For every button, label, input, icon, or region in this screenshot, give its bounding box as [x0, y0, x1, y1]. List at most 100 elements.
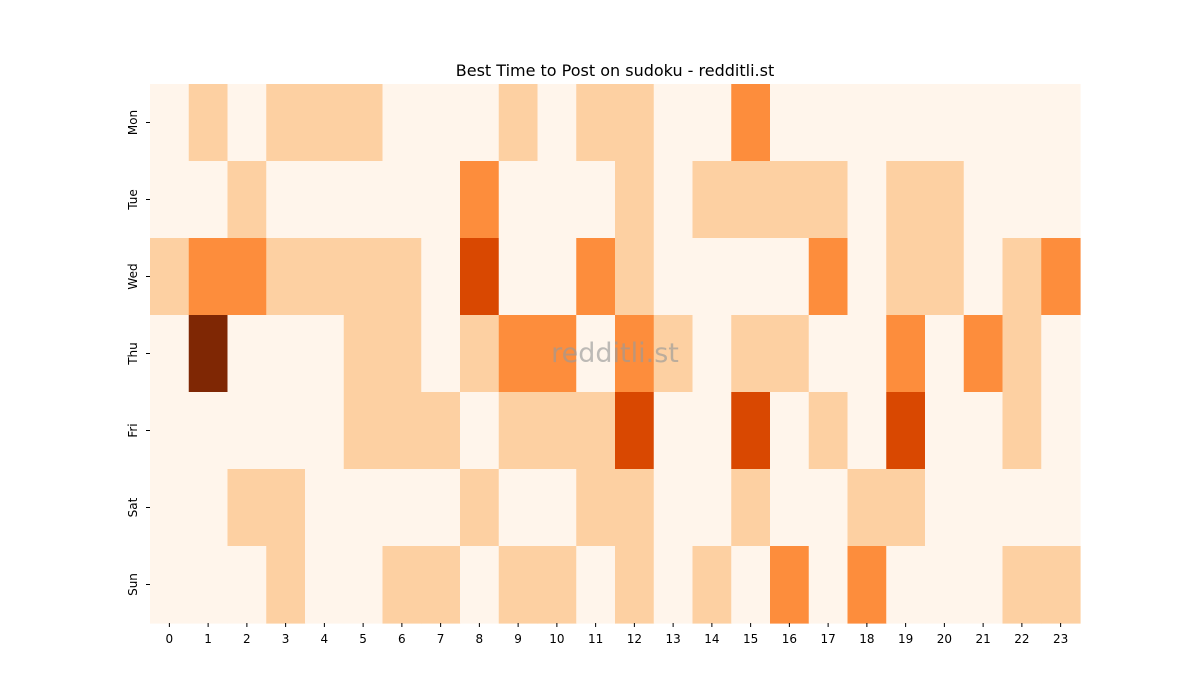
heatmap-cell-sun-10 [537, 546, 577, 624]
heatmap-cell-fri-19 [886, 392, 926, 470]
heatmap-cell-mon-16 [770, 84, 810, 162]
heatmap-cell-tue-12 [615, 161, 655, 239]
y-tick-label: Sat [126, 497, 140, 517]
heatmap-cell-tue-7 [421, 161, 461, 239]
heatmap-cell-thu-18 [847, 315, 887, 393]
heatmap-cell-fri-12 [615, 392, 655, 470]
heatmap-cell-fri-0 [150, 392, 190, 470]
heatmap-cell-tue-21 [963, 161, 1004, 239]
heatmap-cell-mon-22 [1002, 84, 1042, 162]
heatmap-cell-wed-10 [537, 238, 577, 316]
heatmap-cell-tue-4 [305, 161, 345, 239]
x-tick-label: 20 [937, 632, 952, 646]
heatmap-cell-tue-20 [925, 161, 965, 239]
x-tick-label: 16 [782, 632, 797, 646]
heatmap-cell-mon-0 [150, 84, 190, 162]
heatmap-cell-wed-3 [266, 238, 306, 316]
heatmap-cell-mon-20 [925, 84, 965, 162]
y-tick-label: Fri [126, 423, 140, 437]
heatmap-cell-thu-6 [382, 315, 422, 393]
x-tick-label: 23 [1053, 632, 1068, 646]
heatmap-cell-thu-14 [692, 315, 732, 393]
x-tick-label: 13 [665, 632, 680, 646]
heatmap-cell-mon-11 [576, 84, 616, 162]
heatmap-cell-sat-17 [808, 469, 849, 547]
heatmap-cell-sat-0 [150, 469, 190, 547]
heatmap-cell-mon-10 [537, 84, 577, 162]
heatmap-cell-tue-9 [498, 161, 539, 239]
heatmap-cell-wed-23 [1041, 238, 1081, 316]
heatmap-cell-sat-22 [1002, 469, 1042, 547]
x-tick-label: 6 [398, 632, 406, 646]
heatmap-cell-sun-5 [343, 546, 384, 624]
heatmap-cell-tue-19 [886, 161, 926, 239]
heatmap-cell-fri-2 [227, 392, 267, 470]
heatmap-cell-tue-8 [460, 161, 500, 239]
x-tick-label: 22 [1014, 632, 1029, 646]
x-tick-label: 10 [549, 632, 564, 646]
y-tick-label: Tue [126, 189, 140, 211]
heatmap-cell-wed-4 [305, 238, 345, 316]
heatmap-cell-sun-15 [731, 546, 771, 624]
heatmap-cell-tue-10 [537, 161, 577, 239]
heatmap-cell-wed-11 [576, 238, 616, 316]
heatmap-cell-thu-21 [963, 315, 1004, 393]
heatmap-cell-mon-18 [847, 84, 887, 162]
heatmap-cell-mon-4 [305, 84, 345, 162]
heatmap-cell-sat-15 [731, 469, 771, 547]
heatmap-cell-tue-14 [692, 161, 732, 239]
heatmap-cell-wed-17 [808, 238, 849, 316]
heatmap-cell-fri-17 [808, 392, 849, 470]
heatmap-cell-sat-9 [498, 469, 539, 547]
heatmap-cell-sat-11 [576, 469, 616, 547]
heatmap-cell-thu-2 [227, 315, 267, 393]
heatmap-cell-mon-23 [1041, 84, 1081, 162]
heatmap-cell-wed-6 [382, 238, 422, 316]
heatmap-cell-fri-13 [653, 392, 694, 470]
y-tick-label: Thu [126, 342, 140, 366]
heatmap-cell-sat-7 [421, 469, 461, 547]
heatmap-cell-tue-5 [343, 161, 384, 239]
heatmap-cell-sat-14 [692, 469, 732, 547]
heatmap-cell-sun-23 [1041, 546, 1081, 624]
heatmap-cell-sat-10 [537, 469, 577, 547]
x-tick-label: 17 [820, 632, 835, 646]
x-tick-label: 12 [627, 632, 642, 646]
heatmap-cell-tue-23 [1041, 161, 1081, 239]
heatmap-cell-tue-0 [150, 161, 190, 239]
heatmap-cell-sun-8 [460, 546, 500, 624]
heatmap-cells [150, 84, 1081, 624]
heatmap-cell-mon-15 [731, 84, 771, 162]
heatmap-cell-mon-19 [886, 84, 926, 162]
heatmap-cell-sat-19 [886, 469, 926, 547]
heatmap-cell-mon-13 [653, 84, 694, 162]
heatmap-cell-fri-22 [1002, 392, 1042, 470]
heatmap-cell-fri-8 [460, 392, 500, 470]
heatmap-cell-sat-2 [227, 469, 267, 547]
x-tick-label: 3 [282, 632, 290, 646]
heatmap-cell-sun-13 [653, 546, 694, 624]
x-tick-label: 11 [588, 632, 603, 646]
heatmap-cell-thu-1 [188, 315, 229, 393]
heatmap-cell-tue-16 [770, 161, 810, 239]
heatmap-cell-sun-18 [847, 546, 887, 624]
heatmap-cell-mon-8 [460, 84, 500, 162]
heatmap-cell-wed-21 [963, 238, 1004, 316]
heatmap-cell-sun-17 [808, 546, 849, 624]
heatmap-cell-fri-7 [421, 392, 461, 470]
heatmap-cell-tue-2 [227, 161, 267, 239]
heatmap-cell-wed-9 [498, 238, 539, 316]
heatmap-cell-wed-13 [653, 238, 694, 316]
heatmap-cell-tue-1 [188, 161, 229, 239]
x-tick-label: 7 [437, 632, 445, 646]
heatmap-cell-wed-14 [692, 238, 732, 316]
heatmap-cell-tue-17 [808, 161, 849, 239]
heatmap-cell-sun-7 [421, 546, 461, 624]
heatmap-cell-sun-22 [1002, 546, 1042, 624]
heatmap-cell-sat-4 [305, 469, 345, 547]
heatmap-cell-sat-21 [963, 469, 1004, 547]
heatmap-cell-mon-12 [615, 84, 655, 162]
heatmap-cell-thu-0 [150, 315, 190, 393]
heatmap-cell-fri-15 [731, 392, 771, 470]
